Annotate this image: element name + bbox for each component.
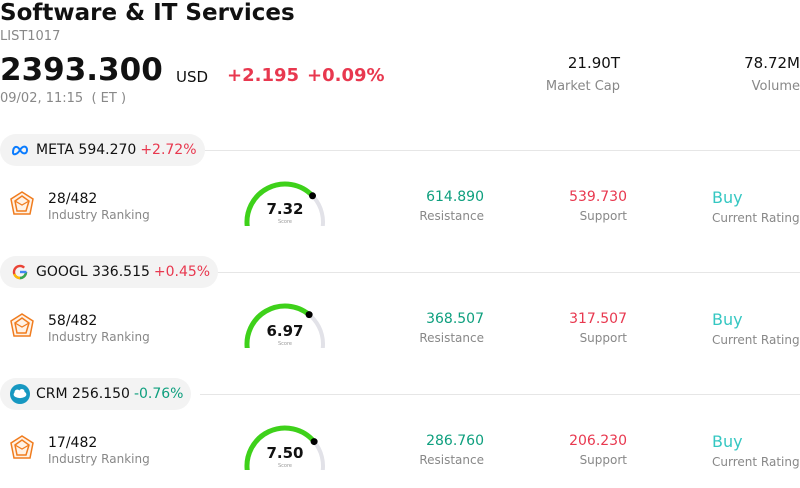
resistance-value: 286.760 xyxy=(426,433,484,449)
gauge-fill xyxy=(244,303,312,348)
score-caption: Score xyxy=(277,463,292,469)
industry-rank-value: 28/482 xyxy=(48,191,98,207)
market-cap-label: Market Cap xyxy=(545,79,620,94)
section-divider xyxy=(200,394,800,395)
industry-rank-label: Industry Ranking xyxy=(48,208,150,222)
market-cap-value: 21.90T xyxy=(567,54,620,72)
google-logo-icon xyxy=(10,262,30,282)
gauge-pointer xyxy=(309,192,317,200)
rating-value[interactable]: Buy xyxy=(712,310,743,329)
meta-logo-icon xyxy=(10,140,30,160)
resistance-value: 614.890 xyxy=(426,189,484,205)
change-value: +2.195 xyxy=(227,65,300,86)
stock-pill-googl[interactable]: GOOGL 336.515 +0.45% xyxy=(0,256,219,288)
index-code: LIST1017 xyxy=(0,29,61,44)
stock-symbol-price: GOOGL 336.515 xyxy=(36,264,150,280)
support-value: 317.507 xyxy=(569,311,627,327)
support-value: 539.730 xyxy=(569,189,627,205)
support-label: Support xyxy=(579,331,627,345)
change-percent: +0.09% xyxy=(307,65,385,86)
industry-rank-label: Industry Ranking xyxy=(48,452,150,466)
timestamp: 09/02, 11:15 ( ET ) xyxy=(0,91,127,106)
score-value: 6.97 xyxy=(266,322,304,340)
resistance-label: Resistance xyxy=(419,331,484,345)
stock-pill-crm[interactable]: CRM 256.150 -0.76% xyxy=(0,378,192,410)
gauge-pointer xyxy=(310,438,318,446)
rating-label: Current Rating xyxy=(712,333,800,347)
stock-symbol-price: META 594.270 xyxy=(36,142,137,158)
gauge-pointer xyxy=(305,311,313,319)
ranking-icon xyxy=(10,435,34,459)
section-divider xyxy=(200,272,800,273)
gauge-fill xyxy=(244,181,316,226)
stock-section-googl: GOOGL 336.515 +0.45% 58/482 Industry Ran… xyxy=(0,256,800,378)
gauge-fill xyxy=(244,425,317,470)
score-value: 7.50 xyxy=(266,444,304,462)
ranking-icon xyxy=(10,191,34,215)
support-label: Support xyxy=(579,209,627,223)
rating-value[interactable]: Buy xyxy=(712,432,743,451)
stock-change-pct: -0.76% xyxy=(133,386,184,402)
rating-label: Current Rating xyxy=(712,211,800,225)
score-gauge xyxy=(244,425,325,470)
rating-label: Current Rating xyxy=(712,455,800,469)
industry-rank-value: 17/482 xyxy=(48,435,98,451)
stock-symbol-price: CRM 256.150 xyxy=(36,386,130,402)
score-gauge xyxy=(244,181,325,226)
section-divider xyxy=(200,150,800,151)
volume-value: 78.72M xyxy=(744,54,800,72)
ranking-icon xyxy=(10,313,34,337)
salesforce-logo-icon xyxy=(10,384,30,404)
rating-value[interactable]: Buy xyxy=(712,188,743,207)
stock-pill-meta[interactable]: META 594.270 +2.72% xyxy=(0,134,205,166)
resistance-label: Resistance xyxy=(419,453,484,467)
industry-rank-label: Industry Ranking xyxy=(48,330,150,344)
stock-section-crm: CRM 256.150 -0.76% 17/482 Industry Ranki… xyxy=(0,378,800,488)
stock-section-meta: META 594.270 +2.72% 28/482 Industry Rank… xyxy=(0,134,800,256)
index-price: 2393.300 xyxy=(0,52,163,88)
industry-rank-value: 58/482 xyxy=(48,313,98,329)
support-value: 206.230 xyxy=(569,433,627,449)
resistance-value: 368.507 xyxy=(426,311,484,327)
stock-change-pct: +0.45% xyxy=(153,264,211,280)
resistance-label: Resistance xyxy=(419,209,484,223)
price-change: +2.195 +0.09% xyxy=(227,65,385,86)
score-caption: Score xyxy=(277,341,292,347)
page-title: Software & IT Services xyxy=(0,0,295,26)
support-label: Support xyxy=(579,453,627,467)
score-value: 7.32 xyxy=(266,200,304,218)
currency-label: USD xyxy=(176,68,209,86)
score-caption: Score xyxy=(277,219,292,225)
stock-change-pct: +2.72% xyxy=(140,142,197,158)
volume-label: Volume xyxy=(751,79,800,94)
score-gauge xyxy=(244,303,325,348)
